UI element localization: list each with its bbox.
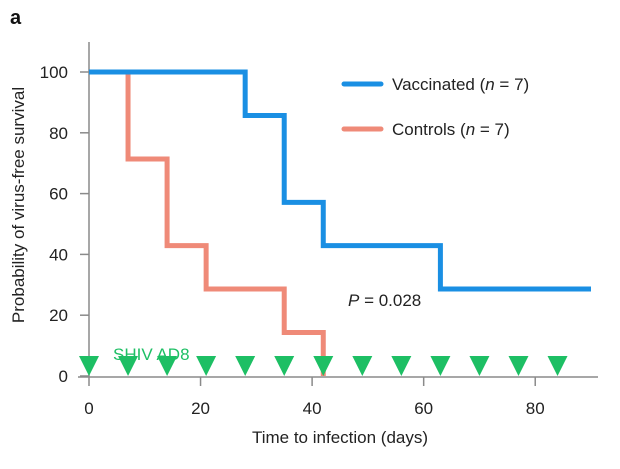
y-tick-label: 60 <box>49 185 68 204</box>
y-axis-title: Probability of virus-free survival <box>9 87 28 323</box>
series-line-controls <box>89 69 326 376</box>
x-tick-label: 0 <box>84 399 93 418</box>
challenge-marker-day-63 <box>430 356 451 376</box>
panel-label: a <box>10 7 22 29</box>
legend: Vaccinated (n = 7) Controls (n = 7) <box>341 75 529 139</box>
challenge-marker-day-0 <box>79 356 99 376</box>
legend-label-vaccinated: Vaccinated (n = 7) <box>392 75 529 94</box>
legend-label-controls: Controls (n = 7) <box>392 120 510 139</box>
challenge-marker-day-56 <box>391 356 412 376</box>
axes <box>78 42 598 378</box>
challenge-marker-day-77 <box>508 356 529 376</box>
challenge-markers <box>79 356 568 376</box>
x-tick-label: 80 <box>526 399 545 418</box>
y-tick-label: 80 <box>49 124 68 143</box>
challenge-marker-day-28 <box>235 356 256 376</box>
challenge-marker-day-49 <box>352 356 373 376</box>
p-value-annotation: P = 0.028 <box>348 291 421 310</box>
challenge-marker-day-14 <box>157 356 178 376</box>
challenge-marker-day-21 <box>196 356 217 376</box>
x-ticks: 0 20 40 60 80 <box>84 377 545 418</box>
series-layer <box>89 69 591 376</box>
challenge-marker-day-42 <box>313 356 334 376</box>
challenge-marker-day-35 <box>274 356 295 376</box>
x-tick-label: 40 <box>303 399 322 418</box>
x-tick-label: 20 <box>191 399 210 418</box>
challenge-marker-day-7 <box>118 356 139 376</box>
series-line-vaccinated <box>89 69 591 292</box>
x-tick-label: 60 <box>414 399 433 418</box>
challenge-marker-day-84 <box>547 356 568 376</box>
y-tick-label: 40 <box>49 245 68 264</box>
challenge-marker-day-70 <box>469 356 490 376</box>
challenge-label: SHIV AD8 <box>113 345 190 364</box>
y-tick-label: 100 <box>40 63 68 82</box>
y-tick-label: 0 <box>59 367 68 386</box>
y-ticks: 0 20 40 60 80 100 <box>40 63 89 386</box>
y-tick-label: 20 <box>49 306 68 325</box>
x-axis-title: Time to infection (days) <box>252 428 428 447</box>
